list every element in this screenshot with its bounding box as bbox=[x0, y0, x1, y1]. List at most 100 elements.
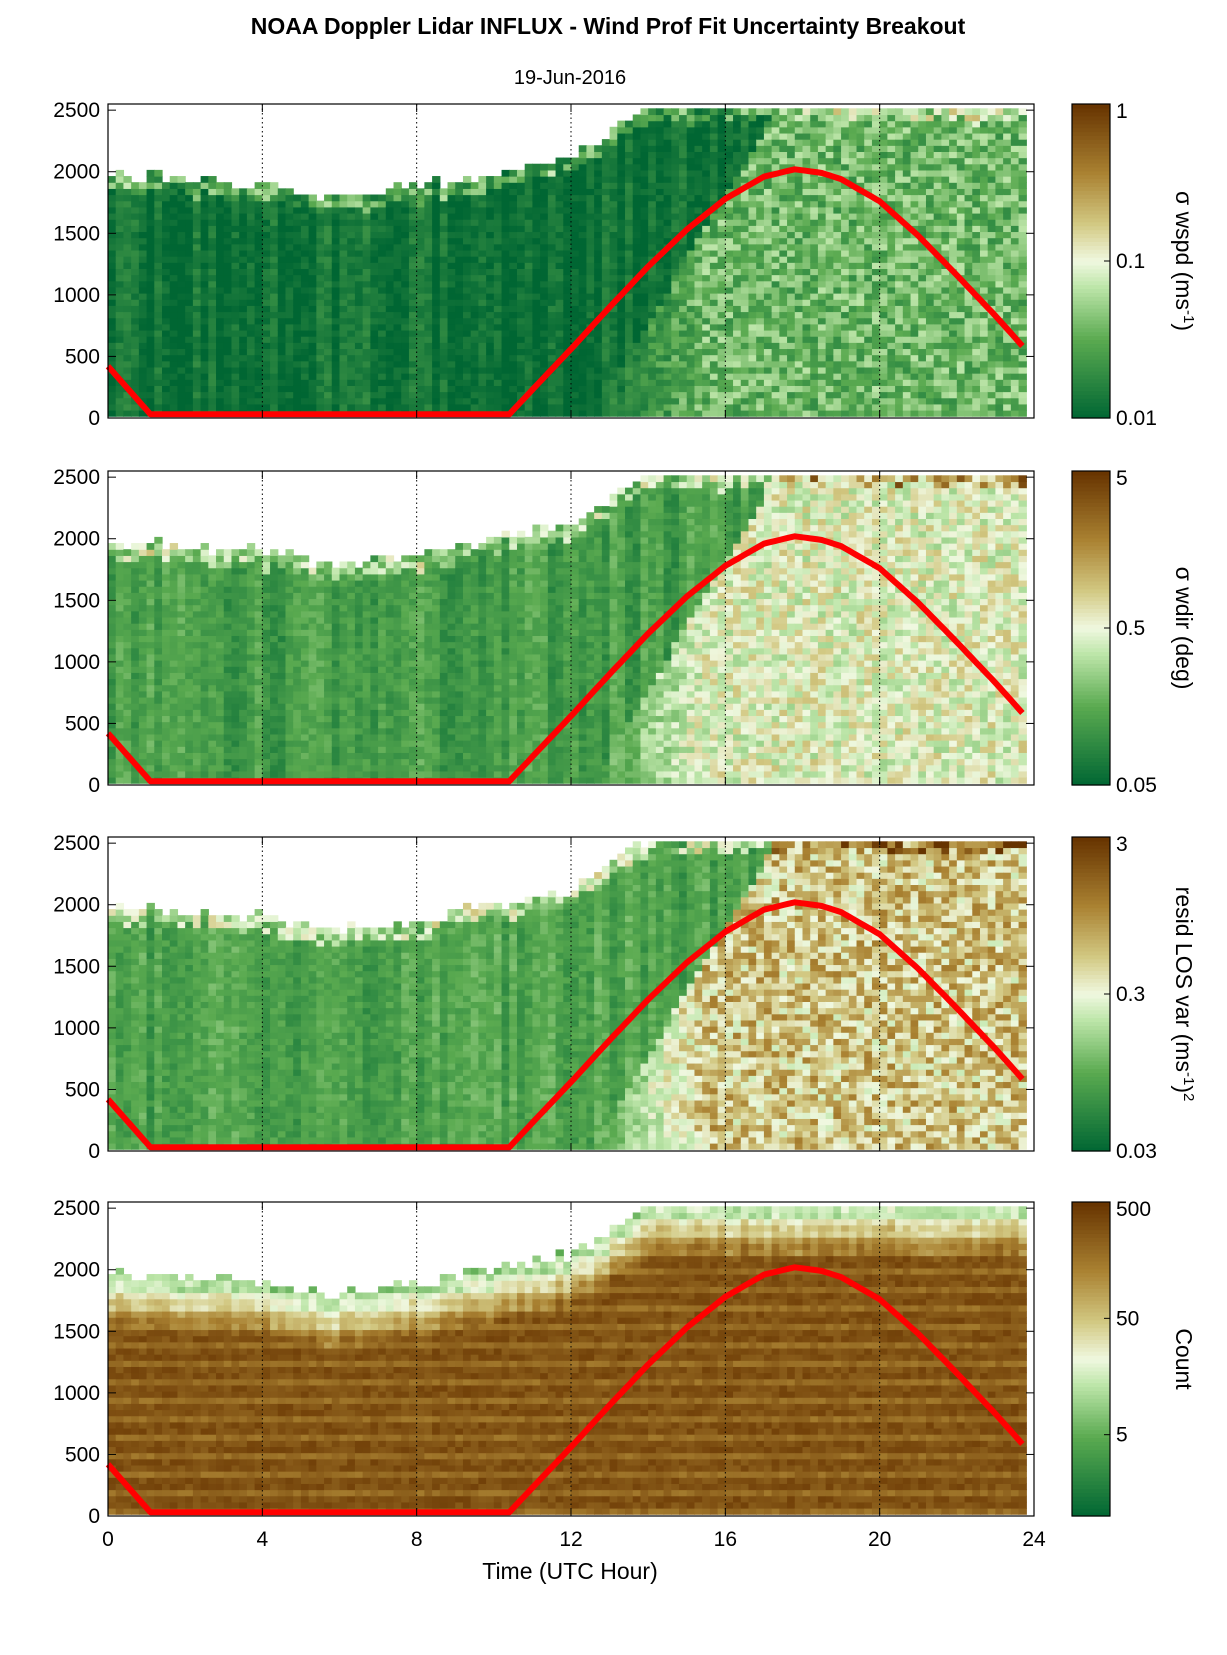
heatmap-cell bbox=[448, 404, 456, 411]
heatmap-cell bbox=[849, 225, 857, 232]
heatmap-cell bbox=[818, 398, 826, 405]
heatmap-cell bbox=[795, 231, 803, 238]
heatmap-cell bbox=[532, 201, 540, 208]
heatmap-cell bbox=[833, 281, 841, 288]
heatmap-cell bbox=[139, 311, 147, 318]
heatmap-cell bbox=[918, 219, 926, 226]
heatmap-cell bbox=[625, 244, 633, 251]
heatmap-cell bbox=[610, 238, 618, 245]
heatmap-cell bbox=[679, 305, 687, 312]
heatmap-cell bbox=[417, 238, 425, 245]
heatmap-cell bbox=[594, 244, 602, 251]
heatmap-cell bbox=[208, 324, 216, 331]
heatmap-cell bbox=[826, 158, 834, 165]
heatmap-cell bbox=[733, 287, 741, 294]
heatmap-cell bbox=[216, 219, 224, 226]
heatmap-cell bbox=[918, 188, 926, 195]
heatmap-cell bbox=[988, 201, 996, 208]
heatmap-cell bbox=[139, 213, 147, 220]
heatmap-cell bbox=[810, 121, 818, 128]
heatmap-cell bbox=[772, 373, 780, 380]
heatmap-cell bbox=[432, 176, 440, 183]
heatmap-cell bbox=[278, 373, 286, 380]
heatmap-cell bbox=[633, 342, 641, 349]
heatmap-cell bbox=[394, 225, 402, 232]
heatmap-cell bbox=[810, 311, 818, 318]
heatmap-cell bbox=[918, 318, 926, 325]
heatmap-cell bbox=[748, 201, 756, 208]
heatmap-cell bbox=[170, 324, 178, 331]
heatmap-cell bbox=[231, 244, 239, 251]
heatmap-cell bbox=[309, 275, 317, 282]
heatmap-cell bbox=[957, 114, 965, 121]
heatmap-cell bbox=[903, 379, 911, 386]
heatmap-cell bbox=[640, 151, 648, 158]
heatmap-cell bbox=[957, 170, 965, 177]
heatmap-cell bbox=[949, 305, 957, 312]
heatmap-cell bbox=[610, 336, 618, 343]
heatmap-cell bbox=[471, 404, 479, 411]
heatmap-cell bbox=[741, 145, 749, 152]
heatmap-cell bbox=[185, 231, 193, 238]
heatmap-cell bbox=[764, 342, 772, 349]
heatmap-cell bbox=[262, 324, 270, 331]
heatmap-cell bbox=[571, 176, 579, 183]
heatmap-cell bbox=[517, 336, 525, 343]
heatmap-cell bbox=[154, 355, 162, 362]
heatmap-cell bbox=[725, 201, 733, 208]
heatmap-cell bbox=[162, 373, 170, 380]
heatmap-cell bbox=[455, 311, 463, 318]
heatmap-cell bbox=[617, 250, 625, 257]
heatmap-cell bbox=[810, 158, 818, 165]
heatmap-cell bbox=[247, 201, 255, 208]
heatmap-cell bbox=[486, 176, 494, 183]
heatmap-cell bbox=[370, 275, 378, 282]
heatmap-cell bbox=[903, 268, 911, 275]
heatmap-cell bbox=[841, 250, 849, 257]
heatmap-cell bbox=[756, 305, 764, 312]
heatmap-cell bbox=[239, 275, 247, 282]
heatmap-cell bbox=[965, 225, 973, 232]
heatmap-cell bbox=[417, 379, 425, 386]
heatmap-cell bbox=[316, 219, 324, 226]
heatmap-cell bbox=[154, 238, 162, 245]
heatmap-cell bbox=[108, 385, 116, 392]
heatmap-cell bbox=[193, 330, 201, 337]
heatmap-cell bbox=[671, 139, 679, 146]
heatmap-cell bbox=[502, 262, 510, 269]
heatmap-cell bbox=[988, 262, 996, 269]
heatmap-cell bbox=[494, 336, 502, 343]
heatmap-cell bbox=[255, 318, 263, 325]
heatmap-cell bbox=[594, 287, 602, 294]
heatmap-cell bbox=[563, 225, 571, 232]
heatmap-cell bbox=[949, 404, 957, 411]
heatmap-cell bbox=[409, 256, 417, 263]
heatmap-cell bbox=[502, 318, 510, 325]
heatmap-cell bbox=[664, 287, 672, 294]
heatmap-cell bbox=[494, 311, 502, 318]
heatmap-cell bbox=[949, 225, 957, 232]
heatmap-cell bbox=[123, 324, 131, 331]
heatmap-cell bbox=[563, 262, 571, 269]
heatmap-cell bbox=[494, 275, 502, 282]
heatmap-cell bbox=[818, 361, 826, 368]
heatmap-cell bbox=[648, 244, 656, 251]
heatmap-cell bbox=[610, 182, 618, 189]
heatmap-cell bbox=[347, 355, 355, 362]
heatmap-cell bbox=[239, 188, 247, 195]
heatmap-cell bbox=[648, 311, 656, 318]
heatmap-cell bbox=[918, 367, 926, 374]
heatmap-cell bbox=[772, 225, 780, 232]
heatmap-cell bbox=[741, 238, 749, 245]
heatmap-cell bbox=[170, 404, 178, 411]
heatmap-cell bbox=[934, 207, 942, 214]
heatmap-cell bbox=[424, 336, 432, 343]
heatmap-cell bbox=[733, 311, 741, 318]
heatmap-cell bbox=[911, 262, 919, 269]
heatmap-cell bbox=[980, 225, 988, 232]
heatmap-cell bbox=[579, 164, 587, 171]
heatmap-cell bbox=[694, 373, 702, 380]
heatmap-cell bbox=[278, 188, 286, 195]
heatmap-cell bbox=[185, 268, 193, 275]
heatmap-cell bbox=[486, 293, 494, 300]
